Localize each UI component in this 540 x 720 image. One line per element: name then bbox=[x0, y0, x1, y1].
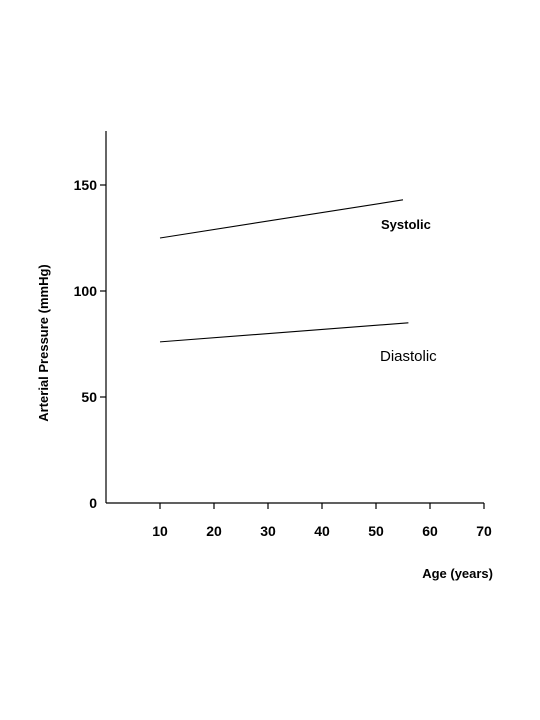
y-axis-title: Arterial Pressure (mmHg) bbox=[36, 264, 51, 422]
ticks: 10 20 30 40 50 60 70 0 50 100 150 bbox=[74, 177, 492, 539]
x-tick-label: 30 bbox=[260, 523, 276, 539]
x-tick-label: 70 bbox=[476, 523, 492, 539]
y-tick-label: 50 bbox=[81, 389, 97, 405]
x-tick-label: 50 bbox=[368, 523, 384, 539]
y-tick-label: 0 bbox=[89, 495, 97, 511]
x-tick-label: 10 bbox=[152, 523, 168, 539]
x-tick-label: 20 bbox=[206, 523, 222, 539]
series-lines bbox=[159, 199, 409, 343]
series-line-systolic bbox=[159, 199, 404, 239]
axes bbox=[105, 131, 484, 504]
x-tick-label: 60 bbox=[422, 523, 438, 539]
x-tick-label: 40 bbox=[314, 523, 330, 539]
x-axis-title: Age (years) bbox=[422, 566, 493, 581]
series-label-systolic: Systolic bbox=[381, 217, 431, 232]
series-label-diastolic: Diastolic bbox=[380, 348, 437, 365]
y-tick-label: 100 bbox=[74, 283, 98, 299]
series-labels: Systolic Diastolic bbox=[380, 217, 437, 365]
series-line-diastolic bbox=[159, 322, 409, 343]
y-tick-label: 150 bbox=[74, 177, 98, 193]
